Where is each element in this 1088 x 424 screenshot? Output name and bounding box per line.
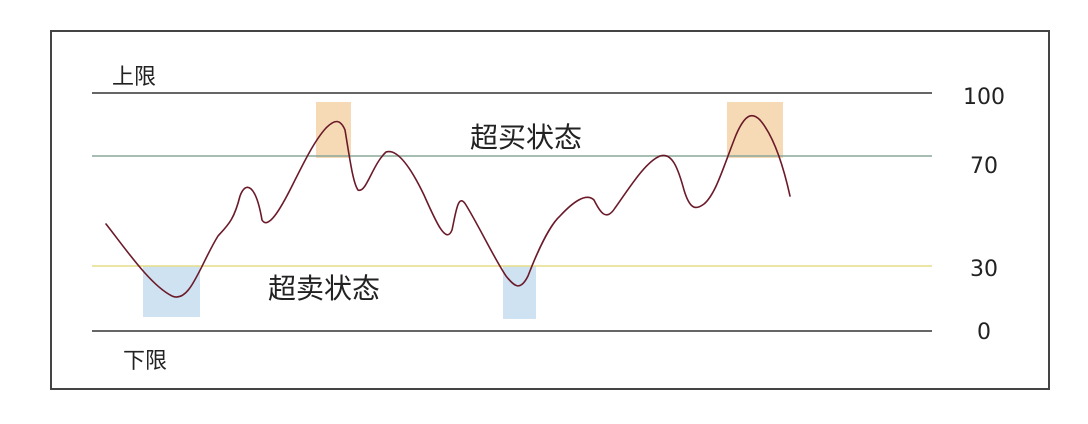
oscillator-curve [105, 114, 791, 298]
oversold-label: 超卖状态 [268, 272, 380, 305]
oversold-highlight-1 [143, 266, 200, 317]
diagram-frame [50, 30, 1050, 390]
overbought-label: 超买状态 [470, 121, 582, 154]
overbought-highlight-2 [727, 102, 783, 158]
oversold-highlight-2 [503, 266, 536, 319]
level-label-0: 0 [977, 320, 991, 345]
upper-limit-label: 上限 [112, 65, 156, 90]
level-label-70: 70 [970, 154, 998, 179]
lower-limit-label: 下限 [123, 349, 167, 374]
level-label-100: 100 [963, 85, 1005, 110]
level-label-30: 30 [970, 257, 998, 282]
